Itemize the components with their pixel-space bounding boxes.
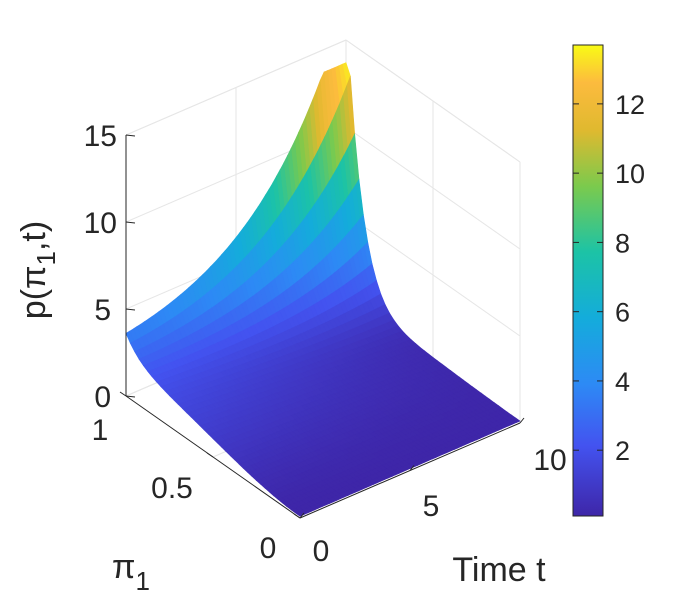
x-axis-label: Time t <box>452 551 546 589</box>
x-tick-label: 5 <box>423 490 440 523</box>
colorbar-tick-label: 2 <box>615 436 630 466</box>
colorbar-gradient <box>572 44 604 517</box>
y-axis-label: π1 <box>112 548 150 596</box>
colorbar-tick-label: 12 <box>615 90 645 120</box>
z-axis-label: p(π1,t) <box>15 221 61 319</box>
z-tick-label: 0 <box>94 381 111 414</box>
x-tick-mark <box>519 417 525 424</box>
y-tick-mark <box>206 452 214 458</box>
x-tick-mark <box>299 512 305 519</box>
x-tick-mark <box>409 465 415 471</box>
axes-lines <box>119 134 525 519</box>
colorbar-tick-label: 4 <box>615 367 630 397</box>
y-tick-mark <box>293 513 301 519</box>
colorbar-ticks: 2 4 6 8 10 12 <box>573 90 645 466</box>
y-axis-ticks: 0 0.5 1 <box>92 414 277 565</box>
x-tick-label: 0 <box>313 535 330 568</box>
z-axis-ticks: 0 5 10 15 <box>84 120 117 414</box>
colorbar-tick-label: 10 <box>615 159 645 189</box>
z-tick-label: 5 <box>94 294 111 327</box>
z-tick-mark <box>125 221 136 224</box>
z-tick-mark <box>125 395 136 398</box>
x-tick-label: 10 <box>533 444 566 477</box>
colorbar-tick-label: 6 <box>615 298 630 328</box>
y-tick-mark <box>119 391 127 397</box>
colorbar: 2 4 6 8 10 12 <box>572 44 645 517</box>
z-tick-label: 10 <box>84 207 117 240</box>
z-tick-mark <box>125 308 136 311</box>
surface-mesh <box>125 62 521 517</box>
y-tick-label: 1 <box>92 414 109 447</box>
colorbar-tick-label: 8 <box>615 228 630 258</box>
y-tick-label: 0 <box>260 532 277 565</box>
y-tick-label: 0.5 <box>151 472 193 505</box>
x-axis-ticks: 0 5 10 <box>313 444 567 568</box>
z-tick-mark <box>125 134 136 137</box>
z-tick-label: 15 <box>84 120 117 153</box>
